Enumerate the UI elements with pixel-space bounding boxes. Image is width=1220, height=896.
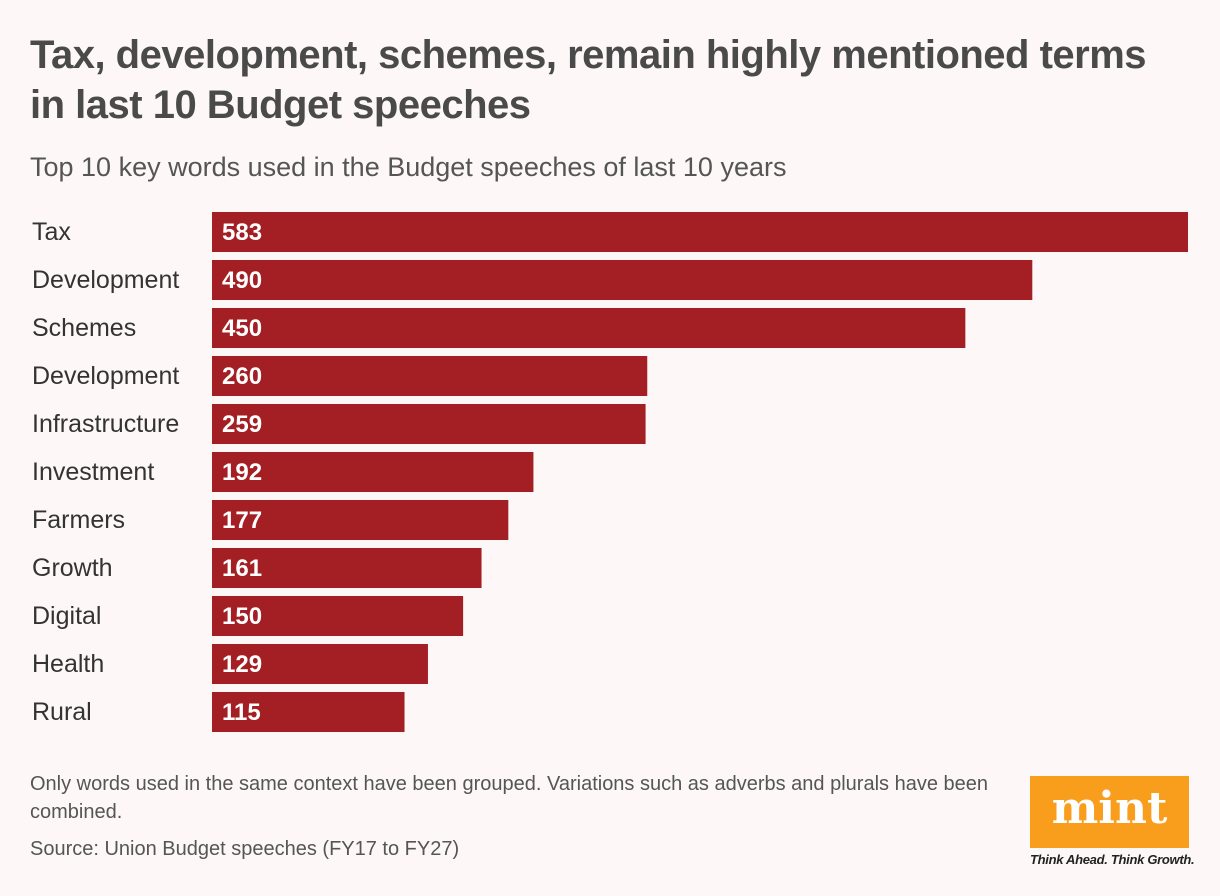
chart-title: Tax, development, schemes, remain highly… (30, 33, 1147, 127)
category-label: Growth (32, 554, 113, 582)
category-label: Schemes (32, 314, 136, 342)
bar (212, 260, 1033, 300)
bar (212, 548, 482, 588)
data-label: 177 (222, 507, 262, 534)
category-label: Development (32, 266, 179, 294)
bar-chart: Tax 583 Development 490 Schemes 450 Developmen… (32, 212, 1188, 732)
logo-text: mint (1051, 783, 1168, 834)
data-label: 150 (222, 603, 262, 630)
category-label: Health (32, 650, 104, 678)
data-label: 192 (222, 459, 262, 486)
bar (212, 692, 405, 732)
data-label: 115 (222, 699, 261, 726)
data-label: 259 (222, 411, 262, 438)
data-label: 260 (222, 363, 262, 390)
bar (212, 596, 464, 636)
mint-logo: mint (1030, 776, 1189, 848)
category-label: Rural (32, 698, 92, 726)
chart-subtitle: Top 10 key words used in the Budget spee… (30, 152, 787, 182)
bar (212, 356, 648, 396)
bar (212, 644, 428, 684)
data-label: 490 (222, 267, 262, 294)
bar (212, 308, 966, 348)
data-label: 583 (222, 219, 262, 246)
category-label: Farmers (32, 506, 125, 534)
category-label: Infrastructure (32, 410, 179, 438)
category-label: Tax (32, 218, 71, 246)
category-label: Investment (32, 458, 154, 486)
bar (212, 452, 534, 492)
category-label: Digital (32, 602, 101, 630)
data-label: 129 (222, 651, 262, 678)
chart-source: Source: Union Budget speeches (FY17 to F… (30, 838, 460, 860)
chart-note: Only words used in the same context have… (30, 773, 988, 823)
bar (212, 404, 646, 444)
logo-tagline: Think Ahead. Think Growth. (1030, 852, 1195, 867)
bar (212, 212, 1188, 252)
bar (212, 500, 509, 540)
data-label: 161 (222, 555, 262, 582)
data-label: 450 (222, 315, 262, 342)
category-label: Development (32, 362, 179, 390)
